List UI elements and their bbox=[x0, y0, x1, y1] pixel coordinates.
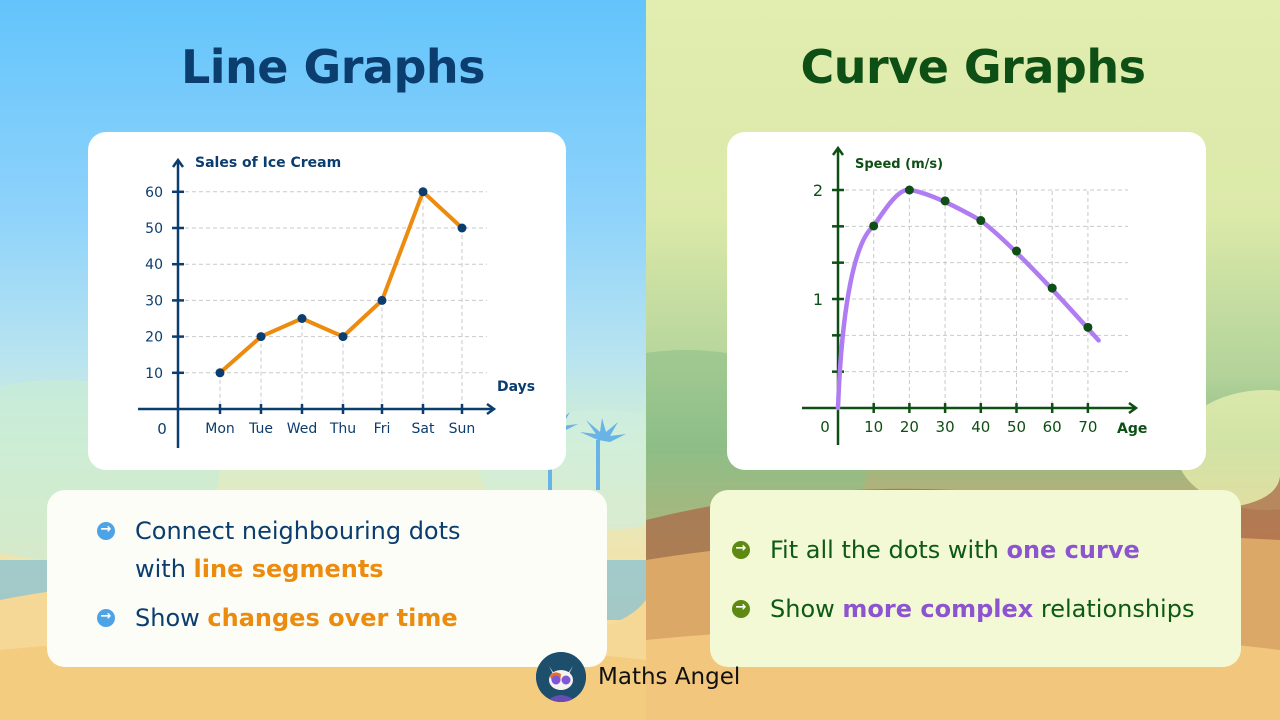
x-tick-label: Thu bbox=[329, 421, 356, 437]
arrow-circle-icon bbox=[97, 521, 115, 540]
y-tick-label: 40 bbox=[145, 257, 163, 273]
x-axis-label: Age bbox=[1117, 421, 1147, 437]
brand-name: Maths Angel bbox=[598, 664, 741, 690]
data-point bbox=[1083, 322, 1093, 332]
y-tick-label: 2 bbox=[813, 181, 823, 200]
line-graphs-info-box bbox=[47, 490, 607, 667]
arrow-circle-icon bbox=[732, 599, 750, 618]
data-point bbox=[869, 221, 879, 231]
line-bullet-2-highlight: changes over time bbox=[207, 604, 458, 632]
x-tick-label: Fri bbox=[374, 421, 391, 437]
x-tick-label: 20 bbox=[900, 418, 919, 436]
y-tick-label: 20 bbox=[145, 330, 163, 346]
y-axis-arrow-icon bbox=[831, 145, 845, 156]
data-point bbox=[215, 368, 225, 378]
origin-label: 0 bbox=[157, 420, 167, 438]
curve-bullet-2-highlight: more complex bbox=[842, 595, 1034, 623]
curve-bullet-1-text: Fit all the dots with bbox=[770, 536, 1007, 564]
line-bullet-2-text: Show bbox=[135, 604, 208, 632]
x-tick-label: 70 bbox=[1078, 418, 1097, 436]
line-bullet-1: Connect neighbouring dots with line segm… bbox=[97, 512, 461, 588]
fit-curve bbox=[835, 187, 1101, 411]
y-tick-label: 60 bbox=[145, 185, 163, 201]
x-axis-arrow-icon bbox=[486, 402, 497, 416]
x-tick-label: 60 bbox=[1043, 418, 1062, 436]
curve-bullet-2-text: Show bbox=[770, 595, 843, 623]
cat-mascot-icon bbox=[536, 652, 586, 702]
curve-graphs-info-box bbox=[710, 490, 1241, 667]
y-axis-arrow-icon bbox=[171, 157, 185, 168]
chart-title: Sales of Ice Cream bbox=[195, 155, 341, 171]
arrow-circle-icon bbox=[732, 540, 750, 559]
line-bullet-2: Show changes over time bbox=[97, 599, 458, 637]
x-tick-label: 10 bbox=[864, 418, 883, 436]
x-axis-label: Days bbox=[497, 379, 535, 395]
line-bullet-1-text-line2: with bbox=[135, 555, 194, 583]
curve-graph-card bbox=[727, 132, 1206, 470]
data-point bbox=[377, 295, 387, 305]
data-point bbox=[904, 185, 914, 195]
data-point bbox=[256, 332, 266, 342]
data-point bbox=[1012, 246, 1021, 256]
x-tick-label: 30 bbox=[936, 418, 955, 436]
ice-cream-sales-line-chart: 10 20 30 40 50 60 Mon Tue Wed Thu Fri Sat Sun 0 Sales … bbox=[138, 155, 535, 448]
origin-label: 0 bbox=[820, 418, 830, 436]
line-bullet-1-highlight: line segments bbox=[193, 555, 384, 583]
arrow-circle-icon bbox=[97, 608, 115, 627]
line-graphs-title: Line Graphs bbox=[180, 40, 486, 94]
curve-bullet-2-suffix: relationships bbox=[1033, 595, 1195, 623]
data-point bbox=[338, 332, 348, 342]
data-point bbox=[418, 187, 428, 197]
x-axis-arrow-icon bbox=[1128, 401, 1139, 415]
data-point bbox=[297, 314, 307, 323]
y-tick-label: 30 bbox=[145, 293, 163, 309]
y-tick-label: 1 bbox=[813, 290, 823, 309]
curve-graphs-title: Curve Graphs bbox=[800, 40, 1146, 94]
y-tick-label: 10 bbox=[145, 366, 163, 382]
curve-bullet-2: Show more complex relationships bbox=[732, 590, 1194, 628]
y-tick-label: 50 bbox=[145, 221, 163, 237]
line-graph-card bbox=[88, 132, 566, 470]
x-tick-label: Mon bbox=[205, 421, 235, 437]
brand-logo: Maths Angel bbox=[536, 652, 740, 702]
x-tick-label: Sun bbox=[449, 421, 476, 437]
data-point bbox=[457, 223, 467, 233]
data-point bbox=[1047, 283, 1057, 293]
curve-bullet-1-highlight: one curve bbox=[1006, 536, 1140, 564]
chart-title: Speed (m/s) bbox=[855, 157, 943, 172]
x-tick-label: Tue bbox=[248, 421, 273, 437]
x-tick-label: Wed bbox=[287, 421, 318, 437]
x-tick-label: 40 bbox=[971, 418, 990, 436]
data-point bbox=[976, 216, 986, 226]
line-bullet-1-text-line1: Connect neighbouring dots bbox=[135, 517, 461, 545]
x-tick-label: 50 bbox=[1007, 418, 1026, 436]
data-point bbox=[940, 196, 950, 206]
x-tick-label: Sat bbox=[412, 421, 435, 437]
curve-bullet-1: Fit all the dots with one curve bbox=[732, 531, 1140, 569]
